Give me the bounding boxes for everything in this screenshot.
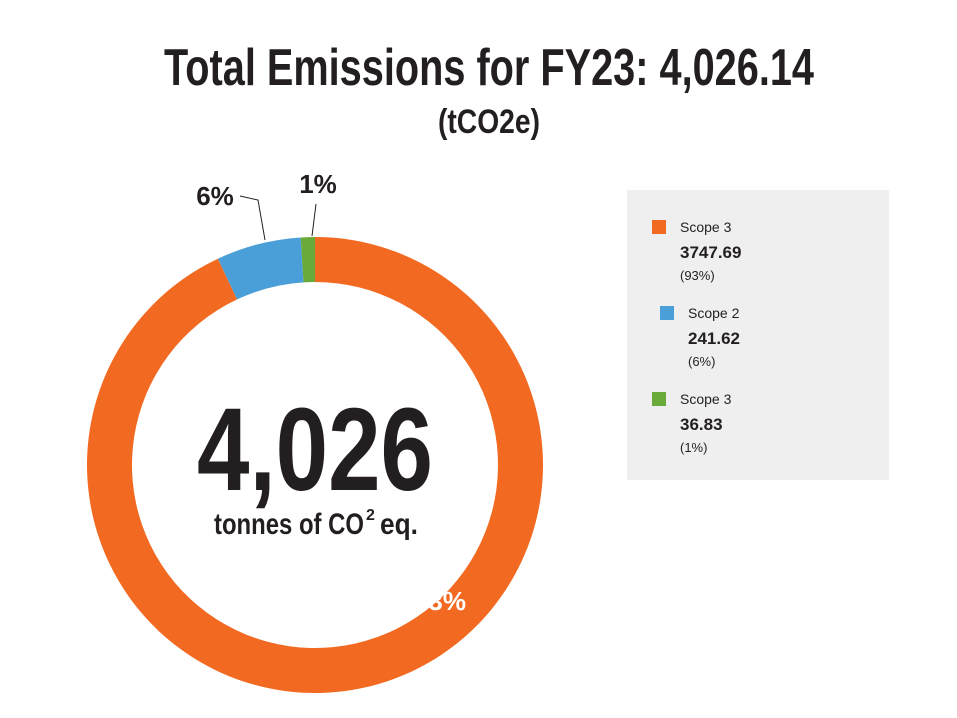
legend-label: Scope 3 <box>680 391 732 407</box>
legend-swatch <box>652 220 666 234</box>
legend-amount: 241.62 <box>688 329 740 348</box>
legend-box <box>627 190 889 480</box>
center-value: 4,026 <box>197 384 433 516</box>
slice-label: 1% <box>299 169 337 199</box>
center-label-sup: 2 <box>366 507 375 524</box>
legend-amount: 3747.69 <box>680 243 741 262</box>
legend-percent: (1%) <box>680 440 707 455</box>
leader-line <box>311 203 317 237</box>
donut-slice <box>300 237 315 283</box>
legend-percent: (93%) <box>680 268 715 283</box>
legend-amount: 36.83 <box>680 415 723 434</box>
leader-line <box>239 195 266 241</box>
legend-swatch <box>652 392 666 406</box>
slice-label: 6% <box>196 181 234 211</box>
legend-swatch <box>660 306 674 320</box>
donut-slice <box>217 237 304 300</box>
slice-label: 93% <box>414 586 466 616</box>
legend-percent: (6%) <box>688 354 715 369</box>
center-label-tail: eq. <box>380 508 418 541</box>
center-label: tonnes of CO <box>214 508 364 541</box>
chart-title: Total Emissions for FY23: 4,026.14 <box>164 39 814 97</box>
legend-label: Scope 3 <box>680 219 732 235</box>
legend-label: Scope 2 <box>688 305 740 321</box>
chart-subtitle: (tCO2e) <box>438 103 540 141</box>
